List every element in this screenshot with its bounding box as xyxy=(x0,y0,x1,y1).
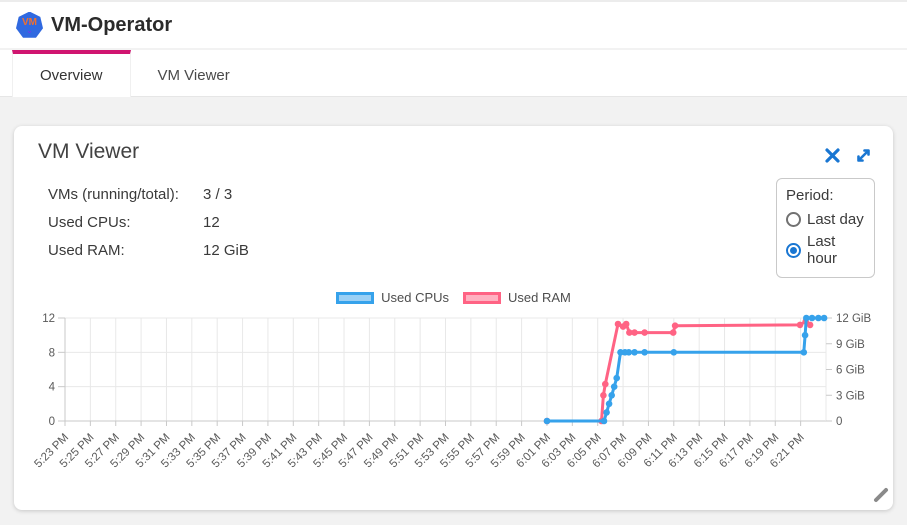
page-background: VM Viewer VMs (running/total): 3 / 3 xyxy=(0,98,907,525)
legend-used-cpus-label: Used CPUs xyxy=(381,290,450,305)
tab-vm-viewer[interactable]: VM Viewer xyxy=(131,50,257,96)
radio-last-day-label: Last day xyxy=(807,211,864,228)
close-icon[interactable] xyxy=(823,146,842,165)
app-title: VM-Operator xyxy=(51,13,173,36)
card-actions xyxy=(823,144,875,167)
svg-text:9 GiB: 9 GiB xyxy=(836,339,865,351)
legend-used-cpus-swatch xyxy=(336,291,375,304)
tab-overview-label: Overview xyxy=(40,67,103,84)
period-label: Period: xyxy=(786,187,834,204)
stat-vms: VMs (running/total): 3 / 3 xyxy=(48,186,249,203)
vm-viewer-card: VM Viewer VMs (running/total): 3 / 3 xyxy=(14,126,893,510)
usage-chart: 5:23 PM5:25 PM5:27 PM5:29 PM5:31 PM5:33 … xyxy=(32,313,871,470)
legend-used-ram-label: Used RAM xyxy=(508,290,571,305)
stats-list: VMs (running/total): 3 / 3 Used CPUs: 12… xyxy=(48,186,249,270)
stat-vms-label: VMs (running/total): xyxy=(48,186,179,203)
svg-text:3 GiB: 3 GiB xyxy=(836,390,865,402)
expand-icon[interactable] xyxy=(852,144,875,167)
vm-operator-logo-icon: VM ⌄ xyxy=(16,11,43,38)
stat-used-ram-value: 12 GiB xyxy=(203,242,249,259)
stat-vms-value: 3 / 3 xyxy=(203,186,233,203)
legend-used-ram-swatch xyxy=(463,291,502,304)
legend-used-cpus[interactable]: Used CPUs xyxy=(336,290,449,305)
stat-used-ram-label: Used RAM: xyxy=(48,242,125,259)
radio-last-hour-circle[interactable] xyxy=(786,242,801,258)
svg-text:6 GiB: 6 GiB xyxy=(836,365,865,377)
logo-mark: ⌄ xyxy=(26,25,33,35)
period-group: Period: Last day Last hour xyxy=(776,178,875,278)
svg-text:0: 0 xyxy=(836,416,842,428)
svg-text:4: 4 xyxy=(49,382,56,394)
radio-last-day-circle[interactable] xyxy=(786,212,801,227)
legend-used-ram[interactable]: Used RAM xyxy=(463,290,571,305)
radio-last-day[interactable]: Last day xyxy=(786,211,866,228)
stat-used-cpus: Used CPUs: 12 xyxy=(48,214,249,231)
stat-used-ram: Used RAM: 12 GiB xyxy=(48,242,249,259)
chart-legend: Used CPUs Used RAM xyxy=(14,290,893,305)
svg-text:12 GiB: 12 GiB xyxy=(836,313,871,325)
stat-used-cpus-label: Used CPUs: xyxy=(48,214,131,231)
svg-text:12: 12 xyxy=(42,313,55,325)
app-header: VM ⌄ VM-Operator xyxy=(0,0,907,48)
radio-last-hour-label: Last hour xyxy=(807,233,838,267)
svg-text:8: 8 xyxy=(49,347,55,359)
tab-overview[interactable]: Overview xyxy=(12,50,131,97)
tab-vm-viewer-label: VM Viewer xyxy=(157,66,230,84)
card-title: VM Viewer xyxy=(38,140,140,163)
logo-letters: VM xyxy=(22,16,37,28)
tab-bar: Overview VM Viewer xyxy=(0,50,907,97)
stat-used-cpus-value: 12 xyxy=(203,214,220,231)
resize-handle[interactable] xyxy=(871,484,891,504)
svg-text:0: 0 xyxy=(49,416,55,428)
radio-last-hour[interactable]: Last hour xyxy=(786,233,866,267)
